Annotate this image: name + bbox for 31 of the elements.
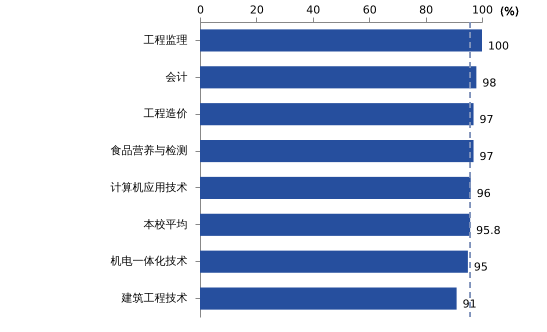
data-label: 95.8 xyxy=(476,224,501,237)
y-tick-label: 计算机应用技术 xyxy=(110,180,188,194)
y-tick-label: 工程监理 xyxy=(144,33,188,46)
x-tick-label: 20 xyxy=(250,4,264,16)
x-axis-title: (%) xyxy=(500,5,520,18)
bar xyxy=(200,176,471,199)
y-tick-label: 工程造价 xyxy=(144,107,188,120)
x-tick-label: 40 xyxy=(306,4,320,16)
bar xyxy=(200,250,468,273)
x-tick-label: 60 xyxy=(362,4,377,16)
bar xyxy=(200,29,482,52)
bar xyxy=(200,103,474,126)
x-tick-label: 0 xyxy=(197,4,204,16)
data-label: 91 xyxy=(462,298,477,311)
y-tick-label: 机电一体化技术 xyxy=(110,254,188,268)
bar xyxy=(200,66,476,88)
y-tick-label: 建筑工程技术 xyxy=(120,292,188,305)
data-label: 96 xyxy=(476,186,491,200)
bar xyxy=(200,140,474,162)
x-tick-label: 100 xyxy=(472,4,493,16)
data-label: 95 xyxy=(474,260,488,274)
y-tick-label: 会计 xyxy=(166,70,188,84)
data-label: 97 xyxy=(480,113,494,126)
bar xyxy=(200,288,457,310)
data-label: 100 xyxy=(488,39,509,52)
y-tick-label: 本校平均 xyxy=(144,218,188,231)
x-tick-label: 80 xyxy=(419,4,434,16)
bar xyxy=(200,214,470,236)
data-label: 97 xyxy=(480,150,494,164)
y-tick-label: 食品营养与检测 xyxy=(110,144,188,158)
data-label: 98 xyxy=(482,76,496,90)
